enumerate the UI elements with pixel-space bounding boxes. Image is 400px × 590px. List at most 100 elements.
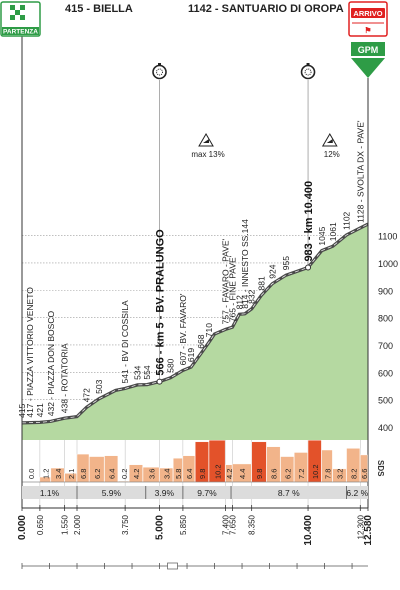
gradient-bar-label: 3.6	[147, 469, 156, 479]
point-label: 534	[133, 365, 143, 379]
profile-line-dash	[21, 223, 369, 424]
km-tick-label: 7.650	[228, 514, 237, 535]
stopwatch-icon-crown	[158, 63, 162, 66]
gradient-bar-label: 6.6	[360, 469, 369, 479]
start-flag-icon-square	[20, 5, 25, 10]
km-tick-label: 2.000	[73, 514, 82, 535]
km-tick-label: 3.750	[121, 514, 130, 535]
gradient-bar-label: 6.8	[79, 469, 88, 479]
point-label: 1061	[328, 222, 338, 241]
start-badge-band	[2, 27, 39, 35]
point-label: 472	[82, 388, 92, 402]
km-marker-dot	[305, 264, 312, 271]
gradient-sign-icon	[321, 133, 338, 147]
avg-gradient-label: 1.1%	[40, 488, 60, 498]
point-label: 432 - PIAZZA DON BOSCO	[46, 311, 56, 417]
elevation-tick-label: 400	[378, 423, 393, 433]
avg-gradient-label: 5.9%	[102, 488, 122, 498]
scale-bar-mark	[167, 562, 178, 570]
elevation-tick-label: 1000	[378, 259, 398, 269]
point-label: 812	[234, 295, 244, 309]
km-tick-label: 8.350	[248, 514, 257, 535]
stopwatch-icon-dial	[304, 68, 312, 76]
gradient-sign-icon-slope	[203, 139, 210, 143]
gradient-bar-label: 5.8	[174, 469, 183, 479]
km-tick-label: 1.550	[61, 514, 70, 535]
elevation-tick-label: 500	[378, 396, 393, 406]
km-tick-label: 5.000	[155, 515, 166, 540]
point-label: 421	[35, 403, 45, 417]
point-label: 619	[186, 348, 196, 362]
gradient-bar-label: 4.2	[132, 469, 141, 479]
gradient-bar-label: 3.2	[336, 469, 345, 479]
point-label: 554	[142, 365, 152, 379]
avg-gradient-label: 9.7%	[197, 488, 217, 498]
gradient-bar-label: 1.2	[41, 469, 50, 479]
point-label: 1102	[342, 211, 352, 230]
gradient-sign-icon	[198, 133, 214, 147]
elevation-tick-label: 800	[378, 314, 393, 324]
km-tick-label: 0.000	[17, 515, 28, 540]
km-tick-label: 12.580	[363, 515, 374, 546]
avg-gradient-label: 8.7 %	[278, 488, 300, 498]
point-label: 881	[256, 276, 266, 290]
gradient-bar-label: 4.4	[238, 469, 247, 479]
point-label: 417 - PIAZZA VITTORIO VENETO	[25, 287, 35, 418]
stopwatch-icon-dial	[156, 68, 164, 76]
point-label: 438 - ROTATORIA	[60, 343, 70, 413]
km-tick-label: 10.400	[303, 515, 314, 546]
km-tick-label: 5.850	[179, 514, 188, 535]
elevation-tick-label: 1100	[378, 232, 397, 242]
gradient-bar-label: 0.0	[27, 469, 36, 479]
elevation-tick-label: 700	[378, 341, 393, 351]
gradient-bar-label: 6.2	[93, 469, 102, 479]
avg-gradient-label: 3.9%	[155, 488, 175, 498]
point-label: 924	[267, 264, 277, 278]
start-town-label: 415 - BIELLA	[65, 3, 133, 15]
avg-gradient-label: 6.2 %	[346, 488, 368, 498]
km-tick-label: 12.300	[356, 514, 365, 539]
elevation-tick-label: 900	[378, 286, 393, 296]
gpm-badge	[351, 42, 385, 56]
gpm-badge-label: GPM	[358, 45, 379, 55]
gradient-bar-label: 8.6	[270, 469, 279, 479]
gradient-bar-label: 9.8	[198, 469, 207, 479]
point-label: 710	[204, 323, 214, 337]
start-flag-icon-square	[15, 10, 20, 15]
gradient-bar-label: 2.1	[67, 469, 76, 479]
km-tick-label: 7.400	[222, 514, 231, 535]
stopwatch-icon-crown	[306, 63, 310, 66]
bar-unit-label: SDS	[376, 460, 385, 477]
start-flag-icon	[10, 5, 15, 10]
point-label: 955	[281, 256, 291, 270]
point-label: 765 - FINE PAVE'	[227, 255, 237, 322]
km-marker-label: 983 - km 10.400	[303, 181, 315, 262]
gradient-bar-label: 6.2	[283, 469, 292, 479]
km-marker-label: 566 - km 5 - BV. PRALUNGO	[155, 229, 167, 376]
start-badge-label: PARTENZA	[3, 29, 38, 36]
stopwatch-icon	[152, 64, 167, 80]
km-tick-label: 0.650	[36, 514, 45, 535]
point-label: 757 - FAVARO - PAVE'	[221, 238, 231, 324]
start-flag-icon-square	[10, 15, 15, 20]
gradient-sign-icon-slope	[326, 139, 333, 143]
gradient-bar-label: 7.2	[297, 469, 306, 479]
point-label: 415	[17, 403, 27, 417]
gradient-bar-label: 0.2	[120, 469, 129, 479]
gradient-bar-label: 4.2	[225, 469, 234, 479]
point-label: 1128 - SVOLTA DX - PAVE'	[355, 120, 365, 223]
point-label: 580	[166, 358, 176, 372]
gradient-bar-label: 3.4	[162, 469, 171, 479]
point-label: 1045	[317, 226, 327, 245]
start-flag-icon-square	[20, 15, 25, 20]
finish-badge-flag-icon: ⚑	[364, 26, 371, 35]
gradient-bar-label: 8.2	[349, 469, 358, 479]
finish-badge-label: ARRIVO	[353, 9, 382, 18]
gradient-bar-label: 7.8	[323, 469, 332, 479]
gradient-bar-label: 9.8	[255, 469, 264, 479]
finish-badge-band	[351, 8, 385, 18]
elevation-tick-label: 600	[378, 368, 393, 378]
avg-gradient-band	[22, 486, 368, 499]
